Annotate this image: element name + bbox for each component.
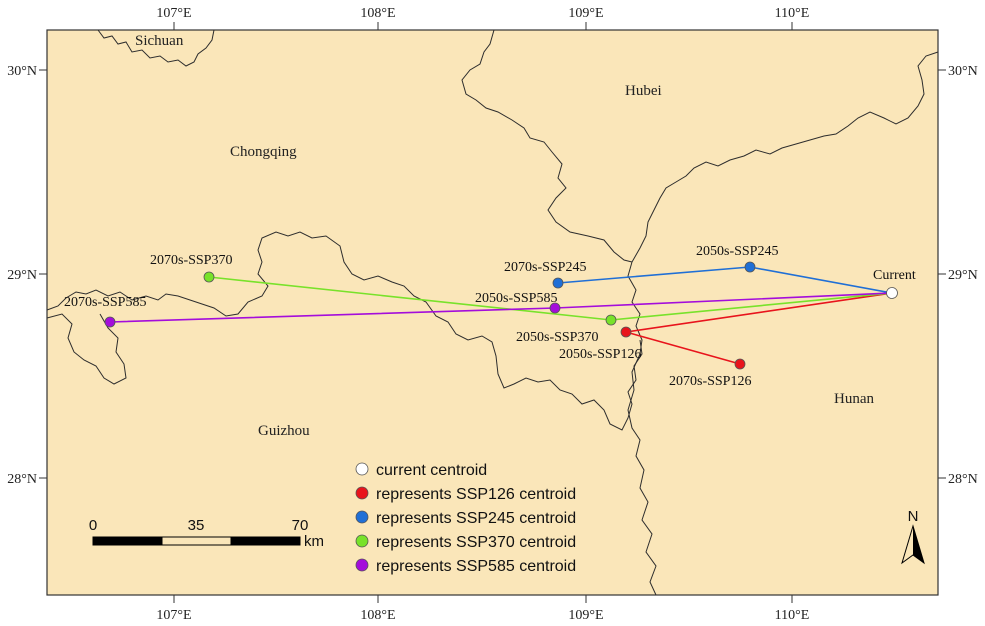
- centroid-label-2070s-ssp370: 2070s-SSP370: [150, 253, 232, 268]
- lon-label-107-bottom: 107°E: [156, 608, 191, 623]
- centroid-label-2050s-ssp370: 2050s-SSP370: [516, 330, 598, 345]
- scale-tick-35: 35: [188, 517, 205, 534]
- legend-label-current: current centroid: [376, 462, 487, 479]
- lat-label-29-right: 29°N: [948, 268, 978, 283]
- centroid-label-current: Current: [873, 268, 916, 283]
- lat-label-29-left: 29°N: [7, 268, 37, 283]
- lat-label-28-right: 28°N: [948, 472, 978, 487]
- scale-bar: 0 35 70 km: [89, 517, 324, 550]
- border-west-spur: [46, 313, 127, 385]
- lon-label-109-top: 109°E: [568, 6, 603, 21]
- legend-label-ssp585: represents SSP585 centroid: [376, 558, 576, 575]
- border-guizhou-hunan: [627, 261, 643, 355]
- centroid-2050s-ssp126: [620, 326, 632, 338]
- border-chongqing-hubei: [461, 29, 633, 263]
- region-labels: Sichuan Chongqing Hubei Guizhou Hunan: [135, 33, 874, 439]
- lat-label-30-right: 30°N: [948, 64, 978, 79]
- region-label-chongqing: Chongqing: [230, 144, 297, 160]
- centroid-2070s-ssp126: [734, 358, 746, 370]
- centroid-2050s-ssp585: [549, 302, 561, 314]
- region-label-guizhou: Guizhou: [258, 423, 310, 439]
- legend-label-ssp126: represents SSP126 centroid: [376, 486, 576, 503]
- region-label-hubei: Hubei: [625, 83, 662, 99]
- north-arrow-fill: [913, 526, 924, 563]
- centroid-2050s-ssp245: [744, 261, 756, 273]
- centroid-current: [886, 287, 898, 299]
- lat-label-28-left: 28°N: [7, 472, 37, 487]
- scale-unit: km: [304, 533, 324, 550]
- lon-labels-top: 107°E 108°E 109°E 110°E: [156, 6, 809, 21]
- centroid-label-2070s-ssp245: 2070s-SSP245: [504, 260, 586, 275]
- border-chongqing-guizhou: [46, 231, 643, 431]
- centroid-2070s-ssp585: [104, 316, 116, 328]
- centroid-label-2050s-ssp126: 2050s-SSP126: [559, 347, 641, 362]
- centroid-label-2050s-ssp245: 2050s-SSP245: [696, 244, 778, 259]
- lon-labels-bottom: 107°E 108°E 109°E 110°E: [156, 608, 809, 623]
- centroid-2050s-ssp370: [605, 314, 617, 326]
- centroid-label-2070s-ssp585: 2070s-SSP585: [64, 295, 146, 310]
- scale-seg-3: [230, 536, 301, 546]
- province-boundaries: [46, 29, 939, 596]
- legend-marker-ssp245: [355, 510, 369, 524]
- legend-marker-current: [355, 462, 369, 476]
- lon-label-108-top: 108°E: [360, 6, 395, 21]
- region-label-hunan: Hunan: [834, 391, 874, 407]
- border-sichuan: [97, 29, 215, 67]
- region-label-sichuan: Sichuan: [135, 33, 184, 49]
- legend: current centroid represents SSP126 centr…: [355, 462, 576, 575]
- border-hubei-hunan: [631, 51, 939, 263]
- legend-label-ssp245: represents SSP245 centroid: [376, 510, 576, 527]
- lon-label-110-top: 110°E: [775, 6, 810, 21]
- lon-label-109-bottom: 109°E: [568, 608, 603, 623]
- lon-label-107-top: 107°E: [156, 6, 191, 21]
- lon-label-110-bottom: 110°E: [775, 608, 810, 623]
- lon-label-108-bottom: 108°E: [360, 608, 395, 623]
- border-guizhou-hunan-south: [627, 353, 657, 596]
- centroid-2070s-ssp370: [203, 271, 215, 283]
- north-arrow-label: N: [908, 508, 919, 525]
- centroid-label-2070s-ssp126: 2070s-SSP126: [669, 374, 751, 389]
- centroid-label-2050s-ssp585: 2050s-SSP585: [475, 291, 557, 306]
- scale-tick-70: 70: [292, 517, 309, 534]
- scale-seg-2: [161, 536, 232, 546]
- north-arrow: N: [901, 508, 925, 565]
- scale-tick-0: 0: [89, 517, 97, 534]
- centroid-labels: Current 2050s-SSP126 2070s-SSP126 2050s-…: [64, 244, 916, 389]
- legend-label-ssp370: represents SSP370 centroid: [376, 534, 576, 551]
- lat-labels-left: 30°N 29°N 28°N: [7, 64, 37, 487]
- legend-marker-ssp126: [355, 486, 369, 500]
- graticule: [39, 22, 946, 603]
- centroid-points: [104, 261, 898, 370]
- legend-marker-ssp585: [355, 558, 369, 572]
- centroid-2070s-ssp245: [552, 277, 564, 289]
- lat-labels-right: 30°N 29°N 28°N: [948, 64, 978, 487]
- scale-seg-1: [92, 536, 163, 546]
- map-land: [46, 29, 939, 596]
- lat-label-30-left: 30°N: [7, 64, 37, 79]
- legend-marker-ssp370: [355, 534, 369, 548]
